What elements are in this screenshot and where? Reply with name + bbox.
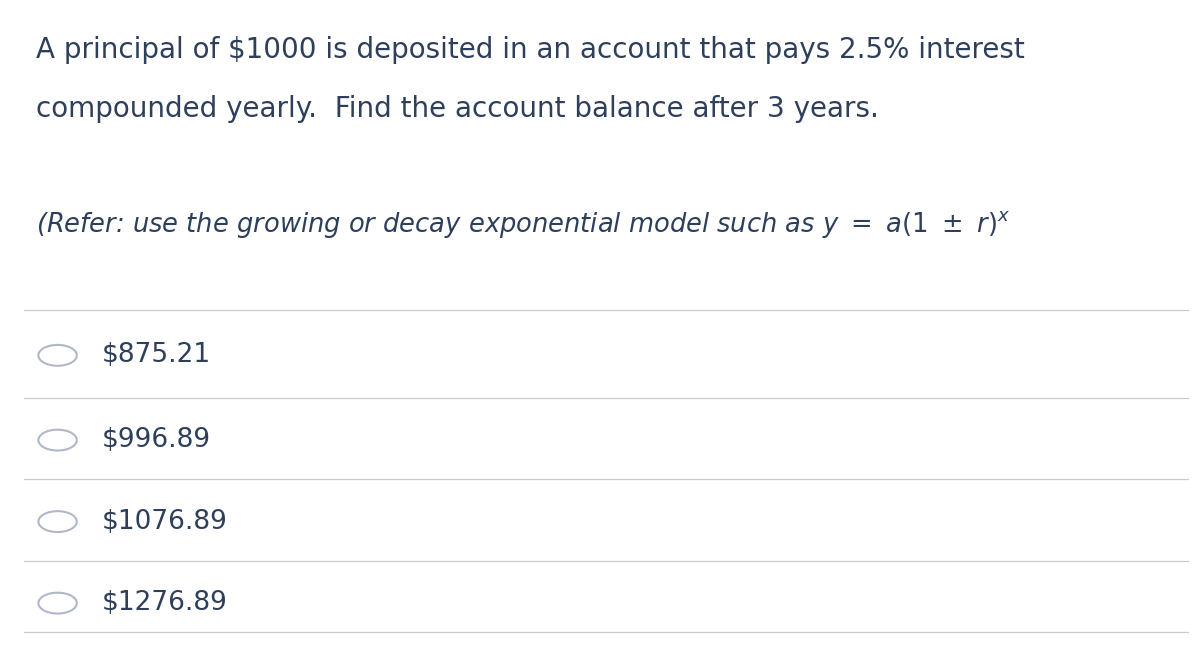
Text: $875.21: $875.21 — [102, 342, 211, 368]
Text: $1076.89: $1076.89 — [102, 509, 228, 535]
Text: $1276.89: $1276.89 — [102, 590, 228, 616]
Text: compounded yearly.  Find the account balance after 3 years.: compounded yearly. Find the account bala… — [36, 95, 878, 123]
Text: $996.89: $996.89 — [102, 427, 211, 453]
Text: (Refer: use the growing or decay exponential model such as $y\ =\ a(1\ \pm\ r)^{: (Refer: use the growing or decay exponen… — [36, 209, 1010, 240]
Text: A principal of $1000 is deposited in an account that pays 2.5% interest: A principal of $1000 is deposited in an … — [36, 36, 1025, 64]
